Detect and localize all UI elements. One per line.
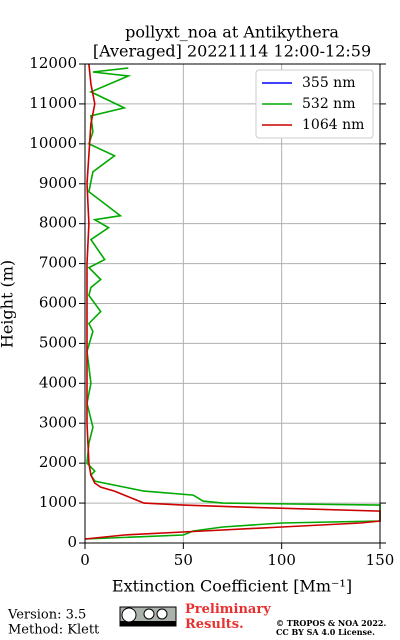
license: CC BY SA 4.0 License.: [276, 627, 375, 637]
preliminary: Preliminary Results.: [185, 602, 271, 632]
y-tick-label: 4000: [39, 373, 77, 391]
plot-frame: [84, 63, 381, 544]
y-tick-label: 6000: [39, 294, 77, 312]
y-tick-label: 5000: [39, 333, 77, 351]
legend-label: 1064 nm: [302, 117, 364, 133]
method: Method: Klett: [8, 623, 100, 638]
x-tick-label: 150: [366, 551, 395, 569]
legend-label: 355 nm: [302, 75, 355, 91]
x-tick-label: 100: [267, 551, 296, 569]
y-tick-label: 2000: [39, 453, 77, 471]
y-tick-label: 0: [67, 533, 77, 551]
profile-line: [84, 63, 381, 540]
version: Version: 3.5: [7, 608, 86, 623]
y-tick-label: 1000: [39, 493, 77, 511]
chart-title: pollyxt_noa at Antikythera: [125, 23, 339, 42]
cc-logo: [119, 606, 177, 627]
y-tick-label: 7000: [39, 254, 77, 272]
profile-line: [84, 67, 381, 540]
y-tick-label: 8000: [39, 214, 77, 232]
x-tick-label: 50: [174, 551, 193, 569]
y-tick-label: 9000: [39, 174, 77, 192]
y-tick-label: 11000: [29, 94, 77, 112]
x-axis-label: Extinction Coefficient [Mm⁻¹]: [112, 577, 352, 596]
legend-label: 532 nm: [302, 96, 355, 112]
copyright: © TROPOS & NOA 2022.: [276, 618, 386, 628]
x-tick-label: 0: [80, 551, 90, 569]
y-tick-label: 3000: [39, 413, 77, 431]
y-tick-label: 12000: [29, 54, 77, 72]
chart-subtitle: [Averaged] 20221114 12:00-12:59: [93, 42, 371, 61]
y-tick-label: 10000: [29, 134, 77, 152]
y-axis-label: Height (m): [0, 260, 17, 348]
legend-box: [255, 69, 374, 139]
